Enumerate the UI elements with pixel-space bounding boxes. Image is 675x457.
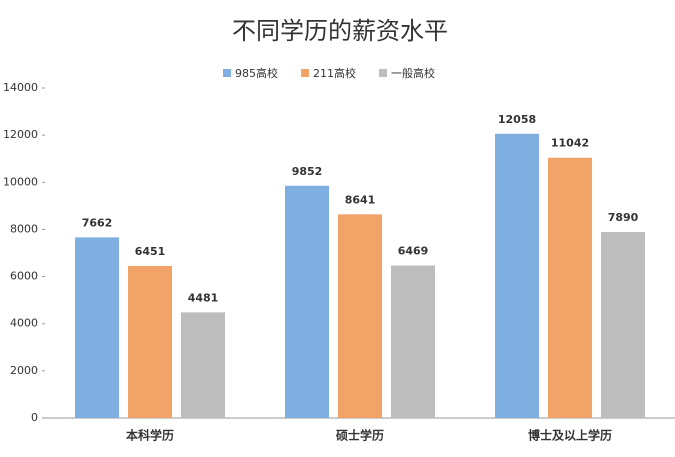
y-tick-label: 10000 <box>3 175 38 188</box>
bar <box>128 265 172 418</box>
data-label: 9852 <box>292 165 323 178</box>
chart-title: 不同学历的薪资水平 <box>232 17 448 45</box>
y-tick-label: 4000 <box>10 317 38 330</box>
bar <box>495 133 539 419</box>
bar <box>548 157 592 418</box>
x-tick-label: 硕士学历 <box>336 428 384 443</box>
bar <box>75 237 119 418</box>
y-tick-label: 12000 <box>3 128 38 141</box>
data-label: 12058 <box>498 113 536 126</box>
bar <box>285 185 329 418</box>
y-tick-label: 0 <box>31 411 38 424</box>
legend-label: 一般高校 <box>391 66 435 80</box>
bar <box>391 265 435 418</box>
legend-swatch <box>379 69 387 77</box>
y-tick-label: 2000 <box>10 364 38 377</box>
legend-label: 211高校 <box>313 66 356 80</box>
legend-label: 985高校 <box>235 66 278 80</box>
bar <box>181 312 225 418</box>
y-tick-label: 8000 <box>10 222 38 235</box>
data-label: 6451 <box>135 245 166 258</box>
data-label: 7662 <box>82 216 113 229</box>
data-label: 4481 <box>188 291 219 304</box>
legend-swatch <box>223 69 231 77</box>
bar <box>338 214 382 418</box>
data-label: 7890 <box>608 211 639 224</box>
data-label: 6469 <box>398 245 429 258</box>
data-label: 11042 <box>551 137 589 150</box>
legend-swatch <box>301 69 309 77</box>
y-tick-label: 6000 <box>10 270 38 283</box>
x-tick-label: 本科学历 <box>126 428 174 443</box>
x-tick-label: 博士及以上学历 <box>528 428 612 443</box>
data-label: 8641 <box>345 193 376 206</box>
y-tick-label: 14000 <box>3 81 38 94</box>
bar <box>601 232 645 418</box>
